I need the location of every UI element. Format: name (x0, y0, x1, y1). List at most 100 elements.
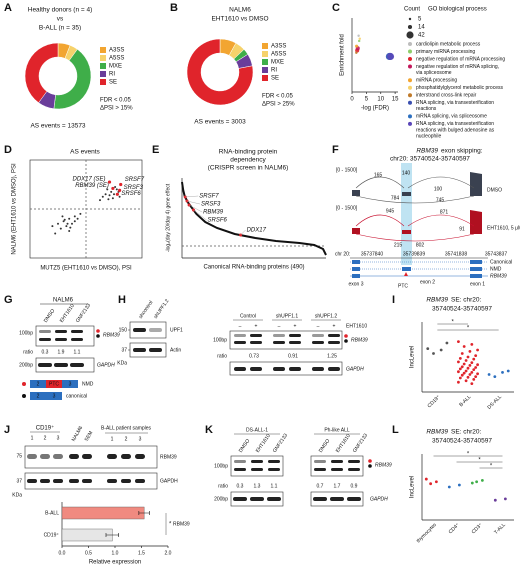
treatment-sign: – (239, 323, 242, 329)
point (432, 352, 435, 355)
legend-dot (408, 121, 412, 126)
group-label: B-ALL patient samples (101, 425, 152, 431)
sig-star: * (451, 320, 454, 326)
point (113, 193, 115, 196)
legend-swatch (100, 47, 106, 53)
lane-label: DMSO (238, 438, 252, 454)
point (466, 375, 470, 379)
box (229, 330, 343, 350)
blot-band (251, 460, 263, 463)
legend-dot (408, 85, 412, 90)
legend-title: GO biological process (428, 7, 487, 13)
legend-label: phosphatidylglycerol metabolic process (416, 85, 503, 91)
isoform-dot (368, 459, 372, 463)
ratio-label: ratio (218, 483, 228, 489)
point (458, 357, 462, 360)
blot-band (54, 363, 68, 367)
error-bar (138, 511, 150, 515)
point (476, 372, 479, 376)
target-label: UPF1 (170, 327, 183, 333)
footer: AS events = 13573 (30, 123, 85, 130)
blot-band (331, 468, 343, 471)
legend-label: miRNA processing (416, 78, 457, 84)
panel-title: AS events (70, 149, 100, 156)
point (62, 220, 65, 223)
junction-count: 100 (434, 186, 443, 192)
panel-heading: B-ALL (n = 35) (39, 25, 81, 32)
box (310, 491, 364, 507)
panel-letter: E (152, 144, 159, 156)
legend-label: mRNA splicing, via spliceosome (416, 114, 487, 120)
blot-band (39, 330, 51, 333)
lane-label: 2 (125, 436, 128, 442)
box (35, 357, 95, 373)
lane-label: EHT1610 (255, 433, 272, 454)
highlight-point (115, 192, 119, 196)
legend-dot (408, 64, 412, 69)
category-label: B-ALL (45, 510, 59, 516)
point (468, 364, 472, 367)
ratio: 0.3 (237, 483, 244, 489)
size-marker: 100bp (214, 463, 228, 469)
panel-letter: G (4, 294, 13, 306)
blot-band (53, 479, 63, 483)
point (480, 479, 484, 482)
point (458, 376, 462, 380)
x-tick-label: 2.0 (165, 550, 172, 556)
point (464, 369, 468, 373)
ratio: 1.1 (271, 483, 278, 489)
ratio: 0.9 (351, 483, 358, 489)
donut-slice (24, 42, 59, 104)
panel-heading: vs (57, 16, 64, 23)
blot-band (135, 479, 145, 483)
ptc-label: PTC (398, 283, 408, 289)
blot-band (348, 460, 360, 463)
point (472, 368, 476, 371)
category-label: thymocytes (416, 522, 438, 544)
blot-band (27, 454, 37, 459)
point (476, 363, 479, 367)
point (357, 39, 361, 43)
box (24, 445, 158, 469)
blot-band (250, 367, 262, 371)
group-label: shUPF1.2 (315, 313, 337, 319)
lane-label: 3 (57, 435, 60, 441)
size-marker: 37 (121, 347, 127, 353)
isoform-label: Canonical (490, 259, 512, 265)
category-label: CD19⁺ (427, 394, 442, 409)
point (457, 370, 460, 374)
point (493, 375, 497, 378)
legend-label: nucleophile (416, 134, 442, 140)
point (54, 232, 57, 235)
highlight-label: SRSF6 (121, 191, 141, 197)
blot-band (251, 468, 263, 471)
size-marker: 75 (16, 453, 22, 459)
junction-count: 165 (374, 172, 383, 178)
leader-line (185, 195, 199, 198)
legend-swatch (262, 59, 268, 65)
x-tick-label: 0.0 (59, 550, 66, 556)
legend-swatch (262, 67, 268, 73)
panel-title: exon skipping: (441, 148, 483, 155)
group-label: CD19⁺ (36, 425, 55, 432)
legend-label: RI (271, 68, 277, 74)
point (506, 369, 510, 373)
legend-label: A5SS (271, 52, 286, 58)
lane-label: 1 (111, 436, 114, 442)
lane-label: SEM (84, 430, 95, 442)
point (466, 366, 470, 370)
blot-band (233, 497, 247, 501)
blot-band (149, 348, 162, 352)
drug-label: EHT1610 (346, 323, 367, 329)
note: ΔPSI > 15% (100, 106, 133, 112)
highlight-label: SRSF7 (199, 194, 219, 200)
panel-title: RNA-binding protein (219, 149, 278, 156)
ratio: 1.9 (58, 349, 65, 355)
size-marker: 150 (119, 327, 128, 333)
track-name: DMSO (487, 187, 502, 193)
sig-star: * (490, 464, 493, 470)
legend-dot (408, 100, 412, 105)
gene-label: RBM39 (375, 462, 392, 468)
point (59, 227, 62, 230)
highlight-point (119, 182, 123, 187)
